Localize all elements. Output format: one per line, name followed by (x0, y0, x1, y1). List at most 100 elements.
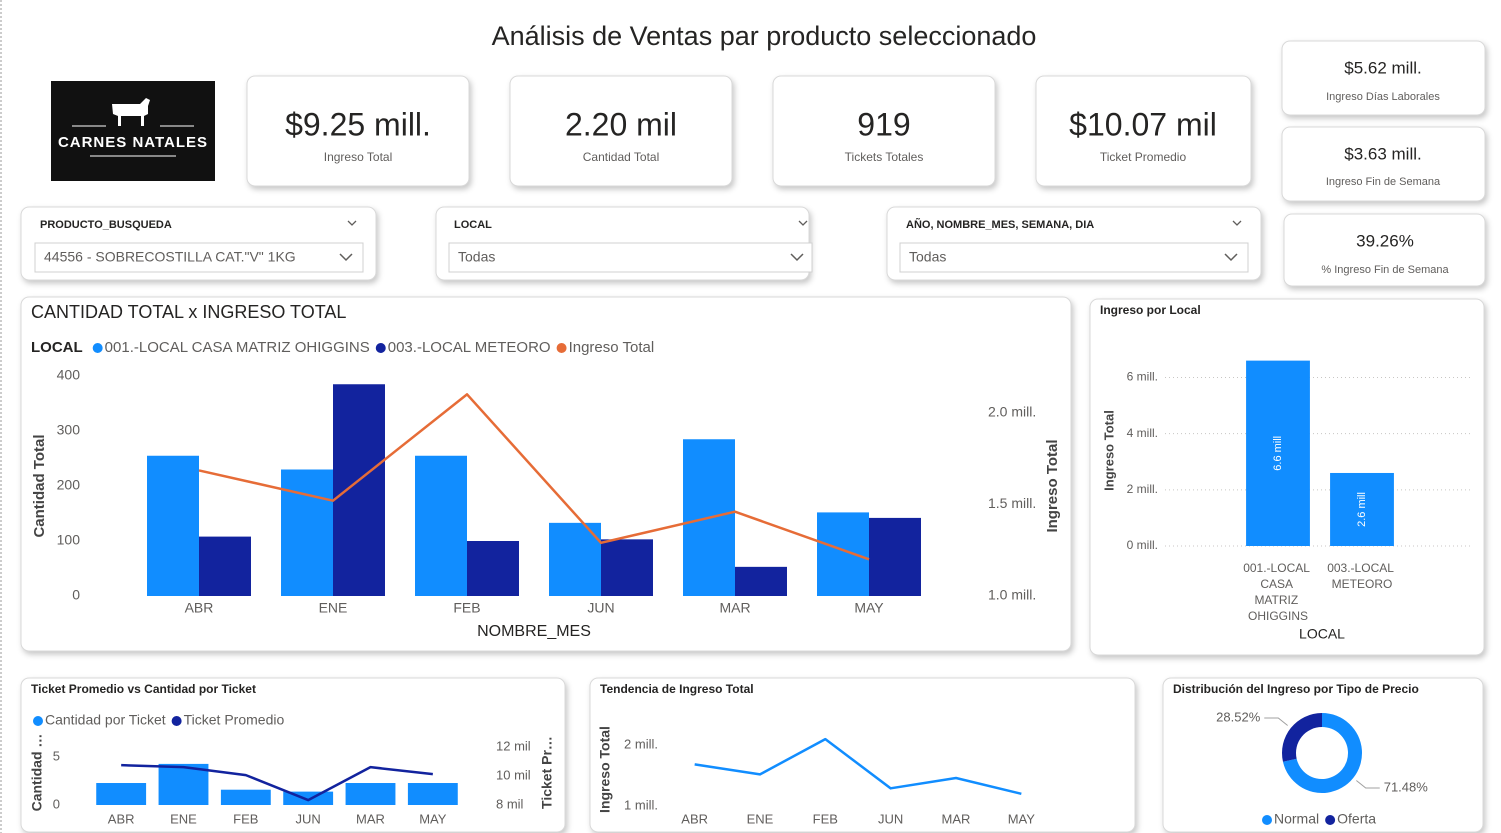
x-tick-label: MAY (854, 600, 884, 616)
y-tick-label: 2 mill. (1127, 482, 1158, 496)
kpi-label: Cantidad Total (583, 150, 660, 164)
x-tick-label: ENE (170, 811, 197, 826)
chart-title: Distribución del Ingreso por Tipo de Pre… (1173, 682, 1419, 696)
slicer-collapse[interactable] (347, 220, 357, 226)
y-tick-label: 300 (57, 422, 81, 438)
donut-slice (1282, 713, 1322, 762)
page-title: Análisis de Ventas par producto seleccio… (492, 21, 1037, 51)
kpi-value: 39.26% (1356, 231, 1414, 250)
y-tick-label: 4 mill. (1127, 426, 1158, 440)
legend-marker (375, 343, 386, 353)
y-tick-label: 1 mill. (624, 797, 658, 812)
bar (407, 783, 458, 805)
legend-marker (1325, 815, 1336, 825)
x-tick-label: JUN (296, 811, 321, 826)
kpi-card (1283, 213, 1486, 287)
legend-marker (556, 343, 567, 353)
x-axis-label: NOMBRE_MES (477, 623, 591, 640)
kpi-value: 2.20 mil (565, 106, 677, 142)
y-tick-label: 0 (72, 587, 80, 603)
bar (1246, 360, 1310, 546)
kpi-value: 919 (857, 106, 910, 142)
y2-tick-label: 12 mil (496, 739, 531, 754)
kpi-card (1281, 126, 1486, 202)
bar (96, 783, 147, 805)
logo: CARNES NATALES (51, 81, 215, 181)
kpi-card (1281, 40, 1486, 116)
chart-panel (1162, 677, 1484, 833)
bar (281, 469, 333, 596)
kpi-card (509, 75, 733, 187)
slicer-value: Todas (458, 249, 495, 265)
kpi-label: % Ingreso Fin de Semana (1321, 264, 1449, 276)
y-tick-label: 5 (53, 749, 60, 764)
bar (869, 517, 921, 596)
bar (220, 789, 271, 805)
bar (1330, 472, 1394, 546)
logo-cow (112, 98, 150, 126)
bar (817, 512, 869, 596)
x-tick-label: ABR (108, 811, 135, 826)
y2-tick-label: 10 mil (496, 768, 531, 783)
bar (601, 539, 653, 596)
x-tick-label: MAY (419, 811, 447, 826)
kpi-label: Ticket Promedio (1100, 150, 1187, 164)
legend-marker (33, 716, 43, 726)
x-tick-label: FEB (453, 600, 480, 616)
kpi-value: $3.63 mill. (1344, 144, 1421, 163)
chart-title: Tendencia de Ingreso Total (600, 682, 754, 696)
y-tick-label: 200 (57, 477, 81, 493)
slicer[interactable]: AÑO, NOMBRE_MES, SEMANA, DIA Todas (886, 206, 1262, 281)
bar (415, 455, 467, 596)
chart-title: CANTIDAD TOTAL x INGRESO TOTAL (31, 302, 346, 322)
data-label: 6.6 mill (1272, 436, 1284, 471)
y-axis-label: Cantidad … (29, 734, 45, 812)
legend-label: Normal (1274, 811, 1319, 827)
y2-tick-label: 8 mil (496, 796, 524, 811)
logo-text: CARNES NATALES (58, 134, 208, 151)
dropdown-chevron[interactable] (339, 253, 353, 262)
bar (345, 783, 396, 805)
y2-axis-label: Ticket Pr… (539, 736, 555, 809)
slicer-collapse[interactable] (798, 220, 808, 226)
slicer-value: Todas (909, 249, 946, 265)
legend-marker (92, 343, 103, 353)
data-label: 28.52% (1216, 709, 1261, 724)
slicer[interactable]: LOCAL Todas (435, 206, 813, 281)
y-tick-label: 0 (53, 796, 60, 811)
y-tick-label: 400 (57, 367, 81, 383)
x-tick-label: JUN (878, 811, 903, 826)
y-tick-label: 2 mill. (624, 737, 658, 752)
slicer-label: PRODUCTO_BUSQUEDA (40, 219, 172, 231)
slicer-dropdown[interactable] (34, 242, 364, 273)
slicer-dropdown[interactable] (448, 242, 813, 273)
y2-tick-label: 2.0 mill. (988, 403, 1036, 419)
line (121, 763, 433, 802)
bar (158, 763, 209, 805)
kpi-value: $5.62 mill. (1344, 58, 1421, 77)
slicer-dropdown[interactable] (899, 242, 1249, 273)
y-tick-label: 0 mill. (1127, 538, 1158, 552)
x-tick-label: MAR (942, 811, 971, 826)
kpi-card (772, 75, 996, 187)
slicer-collapse[interactable] (1232, 220, 1242, 226)
x-tick-label: 001.-LOCAL CASA MATRIZ OHIGGINS (1243, 561, 1313, 623)
chart-panel (589, 677, 1136, 833)
x-tick-label: MAR (719, 600, 750, 616)
x-tick-label: MAR (356, 811, 385, 826)
kpi-label: Ingreso Total (324, 150, 393, 164)
donut-slice (1282, 713, 1363, 793)
slicer[interactable]: PRODUCTO_BUSQUEDA 44556 - SOBRECOSTILLA … (20, 206, 377, 281)
x-tick-label: MAY (1008, 811, 1036, 826)
dropdown-chevron[interactable] (1224, 253, 1238, 262)
legend-label: 001.-LOCAL CASA MATRIZ OHIGGINS (105, 339, 370, 356)
legend-marker (1262, 815, 1272, 825)
x-tick-label: ABR (681, 811, 708, 826)
x-tick-label: 003.-LOCAL METEORO (1327, 561, 1397, 591)
legend-label: Cantidad por Ticket (45, 712, 166, 728)
dropdown-chevron[interactable] (790, 253, 804, 262)
y-axis-label: Ingreso Total (1101, 410, 1116, 491)
y2-tick-label: 1.5 mill. (988, 495, 1036, 511)
